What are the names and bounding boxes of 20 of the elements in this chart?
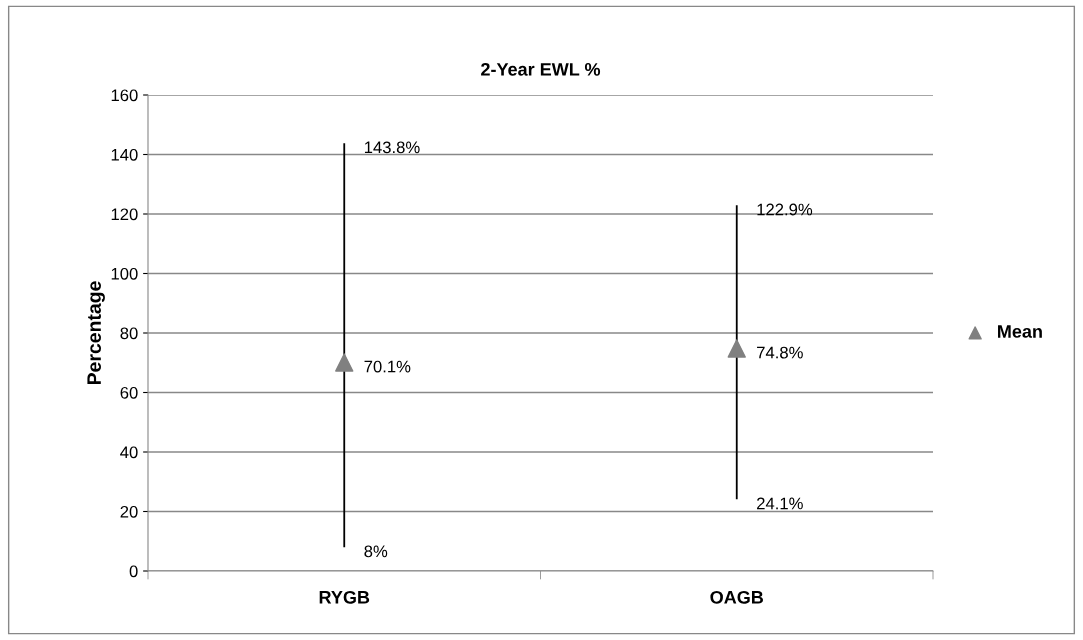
annotation: 122.9% <box>757 203 813 216</box>
annotation: 24.1% <box>757 497 803 510</box>
y-tick-label: 120 <box>111 208 138 221</box>
y-tick-label: 160 <box>111 89 138 102</box>
y-tick-label: 0 <box>129 565 138 578</box>
data-label: 74.8% <box>757 346 803 359</box>
annotation: 143.8% <box>364 141 420 154</box>
y-tick-label: 60 <box>120 386 138 399</box>
x-tick-label: OAGB <box>710 590 764 604</box>
y-tick-label: 40 <box>120 446 138 459</box>
chart-title: 2-Year EWL % <box>481 62 601 76</box>
y-tick-label: 20 <box>120 505 138 518</box>
x-tick-label: RYGB <box>319 590 370 604</box>
y-tick-label: 80 <box>120 327 138 340</box>
annotation: 8% <box>364 545 388 558</box>
y-tick-label: 100 <box>111 267 138 280</box>
y-tick-label: 140 <box>111 148 138 161</box>
legend-label: Mean <box>998 325 1042 338</box>
data-label: 70.1% <box>364 360 411 373</box>
y-axis-title: Percentage <box>87 281 105 385</box>
